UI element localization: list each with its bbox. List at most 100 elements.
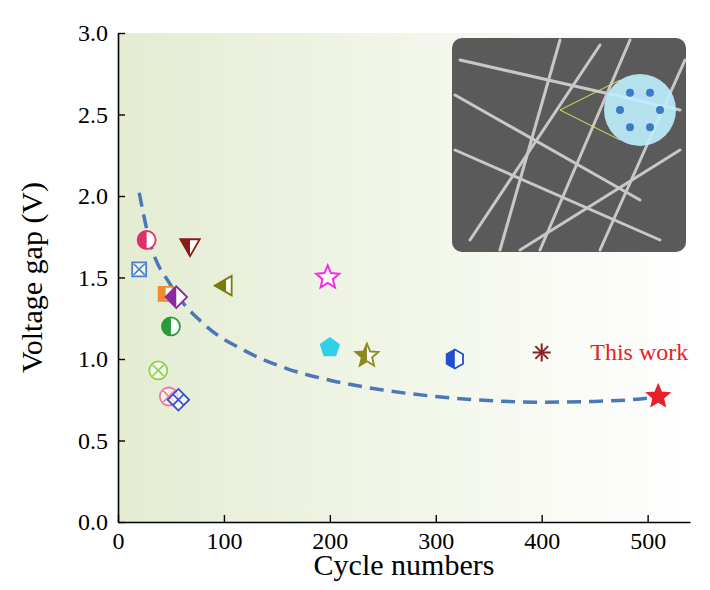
tick-label: 1.0 [78,346,108,372]
marker-fill [447,350,463,369]
marker-cross [153,365,164,376]
point [215,276,232,295]
annotation: This work [590,339,688,365]
marker-fill [180,239,199,256]
tick-mark [647,515,648,522]
y-axis: 0.0 0.5 1.0 1.5 2.0 2.5 3.0 [78,20,125,535]
marker-cross [173,394,184,405]
tick: 3.0 [78,20,125,46]
marker-fill [138,231,156,249]
marker-shape [132,262,146,276]
marker-fill [165,286,187,308]
point [316,265,339,287]
tick-mark [330,515,331,522]
inset-atom [626,89,634,97]
inset-lattice [604,74,676,146]
tick-mark [118,440,125,441]
x-axis-title: Cycle numbers [314,548,495,581]
marker-shape [215,276,232,295]
axis-line [119,522,691,524]
marker-fill [162,317,180,335]
point [320,338,339,356]
point [132,262,146,276]
inset-atom [656,106,664,114]
marker-shape [165,286,187,308]
marker-shape [149,361,167,379]
point [162,317,180,335]
inset-atom [646,89,654,97]
point [138,231,156,249]
marker-shape [647,384,670,406]
marker-fill [215,276,232,295]
data-area [132,193,670,411]
tick-mark [118,196,125,197]
tick: 0.5 [78,428,125,454]
marker-shape [138,231,156,249]
marker-shape [320,338,339,356]
point [447,350,463,369]
tick-label: 100 [206,528,242,554]
tick-label: 2.0 [78,183,108,209]
tick-mark [224,515,225,522]
tick-mark [118,33,125,34]
point [180,239,199,256]
marker-shape [168,389,190,411]
tick-label: 400 [524,528,560,554]
tick-mark [118,114,125,115]
tick: 2.5 [78,102,125,128]
marker-half [162,317,171,335]
marker-cross [134,264,145,275]
inset-fiber [600,60,685,250]
tick-label: 3.0 [78,20,108,46]
marker-half [180,239,190,256]
marker-shape [316,265,339,287]
tick: 100 [206,515,242,554]
tick: 1.0 [78,346,125,372]
point [355,344,378,366]
tick: 500 [630,515,666,554]
marker-half [447,350,455,369]
tick-label: 0 [113,528,125,554]
tick: 1.5 [78,265,125,291]
marker-half [138,231,147,249]
trend-line [139,193,658,402]
point [647,384,670,406]
marker-shape [447,350,463,369]
tick-mark [118,359,125,360]
marker-half [355,344,367,366]
point [149,361,167,379]
inset-frame [452,38,686,252]
y-axis-title: Voltage gap (V) [15,182,49,373]
tick-label: 2.5 [78,102,108,128]
marker-shape [355,344,378,366]
tick: 400 [524,515,560,554]
inset-atom [616,106,624,114]
marker-half [215,276,226,295]
marker-stroke [535,346,548,359]
tick-mark [118,522,125,523]
inset-fiber [500,40,560,250]
point [165,286,187,308]
tick-mark [436,515,437,522]
marker-shape [180,239,199,256]
tick-label: 500 [630,528,666,554]
inset-atom [646,123,654,131]
plot-background [118,33,690,522]
marker-shape [162,317,180,335]
tick-label: 0.0 [78,509,108,535]
inset-fiber [540,40,630,250]
tick: 0.0 [78,509,125,535]
marker-fill [355,344,378,366]
tick-label: 0.5 [78,428,108,454]
point [533,343,551,361]
chart: 01002003004005000.00.51.01.52.02.53.0Cyc… [0,0,710,590]
marker-half [165,286,176,308]
marker-half [159,287,166,301]
tick-mark [118,277,125,278]
point [168,389,190,411]
tick: 2.0 [78,183,125,209]
tick-mark [542,515,543,522]
inset-image [452,38,686,252]
inset-fiber [520,150,680,250]
tick-label: 1.5 [78,265,108,291]
